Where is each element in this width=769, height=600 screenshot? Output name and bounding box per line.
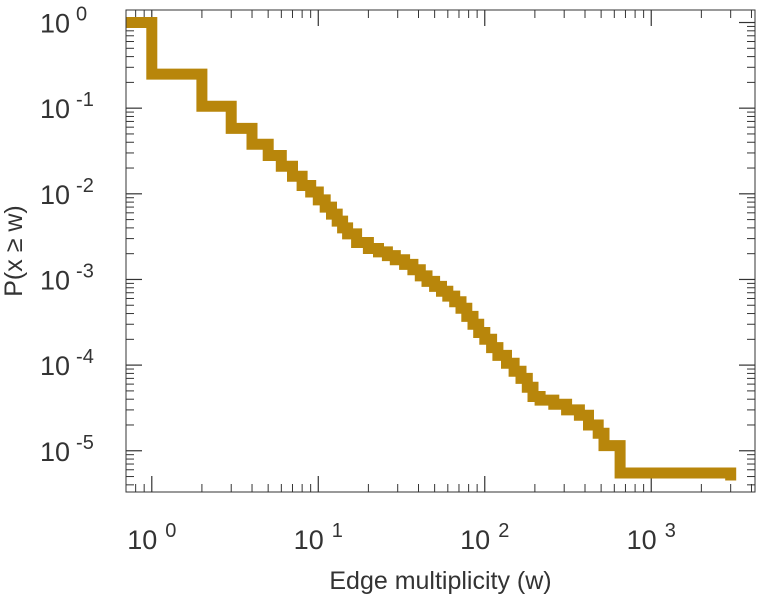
y-tick-label: 10 0 xyxy=(40,4,87,39)
y-tick-label: 10 -1 xyxy=(40,89,94,124)
x-tick-label: 10 0 xyxy=(127,520,176,555)
x-tick-labels: 10 0 10 1 10 2 10 3 xyxy=(127,520,676,555)
x-tick-label: 10 1 xyxy=(294,520,343,555)
x-tick-label: 10 2 xyxy=(460,520,509,555)
series-layer xyxy=(126,17,737,481)
minor-ticks xyxy=(125,10,755,492)
x-tick-label: 10 3 xyxy=(627,520,676,555)
series-line xyxy=(126,17,737,481)
plot-frame xyxy=(125,9,756,493)
x-axis-label: Edge multiplicity (w) xyxy=(329,567,551,595)
y-tick-label: 10 -5 xyxy=(40,432,94,467)
y-tick-label: 10 -2 xyxy=(40,175,94,210)
y-tick-label: 10 -4 xyxy=(40,346,94,381)
y-tick-label: 10 -3 xyxy=(40,260,94,295)
major-ticks xyxy=(126,10,755,492)
y-axis-label: P(x ≥ w) xyxy=(0,205,28,297)
